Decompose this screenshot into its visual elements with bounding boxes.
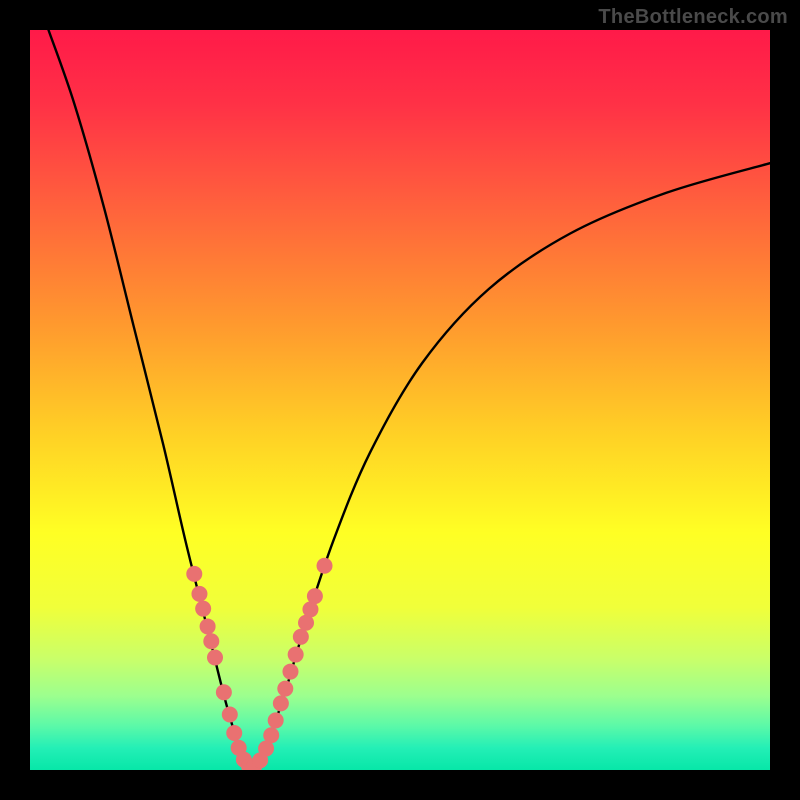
- data-marker: [195, 601, 211, 617]
- data-marker: [317, 558, 333, 574]
- data-marker: [288, 647, 304, 663]
- data-marker: [191, 586, 207, 602]
- data-marker: [203, 633, 219, 649]
- gradient-background: [30, 30, 770, 770]
- data-marker: [268, 712, 284, 728]
- data-marker: [200, 618, 216, 634]
- data-marker: [226, 725, 242, 741]
- data-marker: [207, 650, 223, 666]
- data-marker: [282, 664, 298, 680]
- data-marker: [277, 681, 293, 697]
- data-marker: [222, 707, 238, 723]
- data-marker: [263, 727, 279, 743]
- data-marker: [293, 629, 309, 645]
- data-marker: [273, 695, 289, 711]
- data-marker: [186, 566, 202, 582]
- bottleneck-chart: [0, 0, 800, 800]
- data-marker: [307, 588, 323, 604]
- watermark-text: TheBottleneck.com: [598, 6, 788, 29]
- data-marker: [216, 684, 232, 700]
